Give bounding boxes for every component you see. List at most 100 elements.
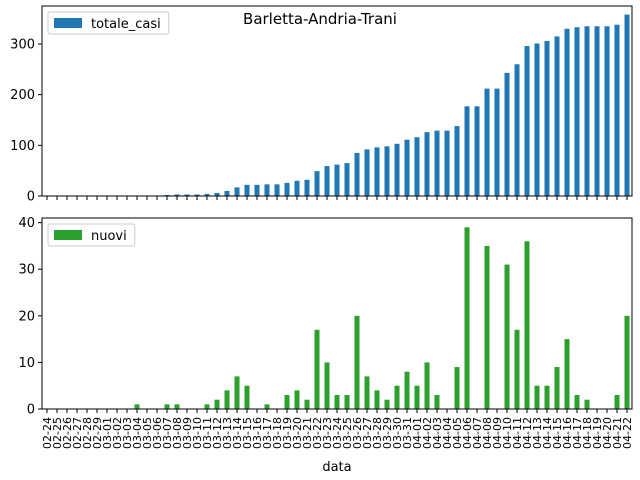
x-tick-label: 04-06 [461,417,474,449]
bar-03-27 [364,376,370,409]
x-tick-label: 03-17 [261,417,274,449]
x-tick-label: 03-05 [141,417,154,449]
x-tick-label: 03-09 [181,417,194,449]
nuovi-legend: nuovi [47,223,136,247]
legend-label-nuovi: nuovi [91,229,127,244]
x-tick-label: 04-14 [541,417,554,449]
bar-03-16 [254,184,260,196]
x-tick-label: 04-03 [431,417,444,449]
bar-04-17 [574,27,580,197]
x-tick-label: 02-25 [51,417,64,449]
bar-03-23 [324,362,330,409]
bar-03-21 [304,399,310,409]
bar-04-13 [534,385,540,409]
bar-04-06 [464,106,470,196]
bar-03-29 [384,146,390,196]
bar-04-08 [484,245,490,409]
bar-04-21 [614,24,620,196]
bar-04-21 [614,395,620,409]
x-tick-label: 03-13 [221,417,234,449]
bar-03-20 [294,180,300,196]
bar-03-08 [174,404,180,409]
x-tick-label: 04-21 [611,417,624,449]
bar-03-25 [344,395,350,409]
y-tick-label: 10 [18,356,35,371]
bar-04-11 [514,329,520,409]
x-axis-label: data [322,460,351,475]
bar-04-20 [604,26,610,197]
totale-casi-axes-frame [41,5,633,197]
x-tick-label: 04-17 [571,417,584,449]
x-tick-label: 03-02 [111,417,124,449]
legend-swatch [54,18,82,28]
bar-03-15 [244,385,250,409]
x-tick-label: 04-20 [601,417,614,449]
x-tick-label: 03-31 [401,417,414,449]
bar-04-09 [494,88,500,196]
y-tick-label: 300 [10,38,35,53]
y-tick-label: 0 [27,403,35,418]
x-tick-label: 03-01 [101,417,114,449]
bar-03-13 [224,390,230,409]
x-tick-label: 03-30 [391,417,404,449]
bar-04-16 [564,28,570,196]
totale-casi-x-axis [46,196,628,200]
bar-03-30 [394,385,400,409]
x-tick-label: 04-02 [421,417,434,449]
bar-04-17 [574,395,580,409]
bar-03-11 [204,404,210,409]
bar-04-15 [554,367,560,409]
bar-04-22 [624,14,630,197]
x-tick-label: 04-19 [591,417,604,449]
bar-03-20 [294,390,300,409]
x-tick-label: 03-10 [191,417,204,449]
bar-03-11 [204,193,210,196]
bar-04-12 [524,46,530,196]
x-tick-label: 04-16 [561,417,574,449]
bar-03-24 [334,395,340,409]
nuovi-bars [134,227,630,409]
bar-03-31 [404,139,410,196]
y-tick-label: 0 [27,190,35,205]
bar-04-18 [584,399,590,409]
bar-04-04 [444,130,450,196]
x-tick-label: 02-24 [41,417,54,449]
x-tick-label: 03-23 [321,417,334,449]
legend-label-totale-casi: totale_casi [91,17,161,32]
x-tick-label: 03-25 [341,417,354,449]
x-tick-label: 03-18 [271,417,284,449]
bar-04-06 [464,227,470,409]
x-tick-label: 03-27 [361,417,374,449]
bar-03-07 [164,404,170,409]
bar-03-24 [334,164,340,196]
bar-04-12 [524,241,530,409]
x-tick-label: 04-10 [501,417,514,449]
bar-04-11 [514,64,520,197]
x-tick-label: 03-22 [311,417,324,449]
x-tick-label: 04-01 [411,417,424,449]
y-tick-label: 30 [18,263,35,278]
bar-03-28 [374,390,380,409]
x-tick-label: 03-16 [251,417,264,449]
bar-04-22 [624,315,630,409]
bar-03-26 [354,152,360,196]
bar-03-10 [194,194,200,196]
bar-03-13 [224,190,230,196]
bar-03-22 [314,329,320,409]
bar-04-19 [594,26,600,197]
bar-04-18 [584,26,590,197]
x-tick-label: 03-03 [121,417,134,449]
bar-03-28 [374,147,380,196]
bar-04-02 [424,362,430,409]
bar-03-07 [164,194,170,196]
x-tick-label: 03-12 [211,417,224,449]
bar-03-21 [304,179,310,196]
bar-04-01 [414,385,420,409]
x-tick-label: 02-28 [81,417,94,449]
bar-03-31 [404,371,410,409]
legend-box [47,11,170,35]
y-tick-label: 100 [10,139,35,154]
bar-04-10 [504,264,510,409]
x-tick-label: 03-15 [241,417,254,449]
